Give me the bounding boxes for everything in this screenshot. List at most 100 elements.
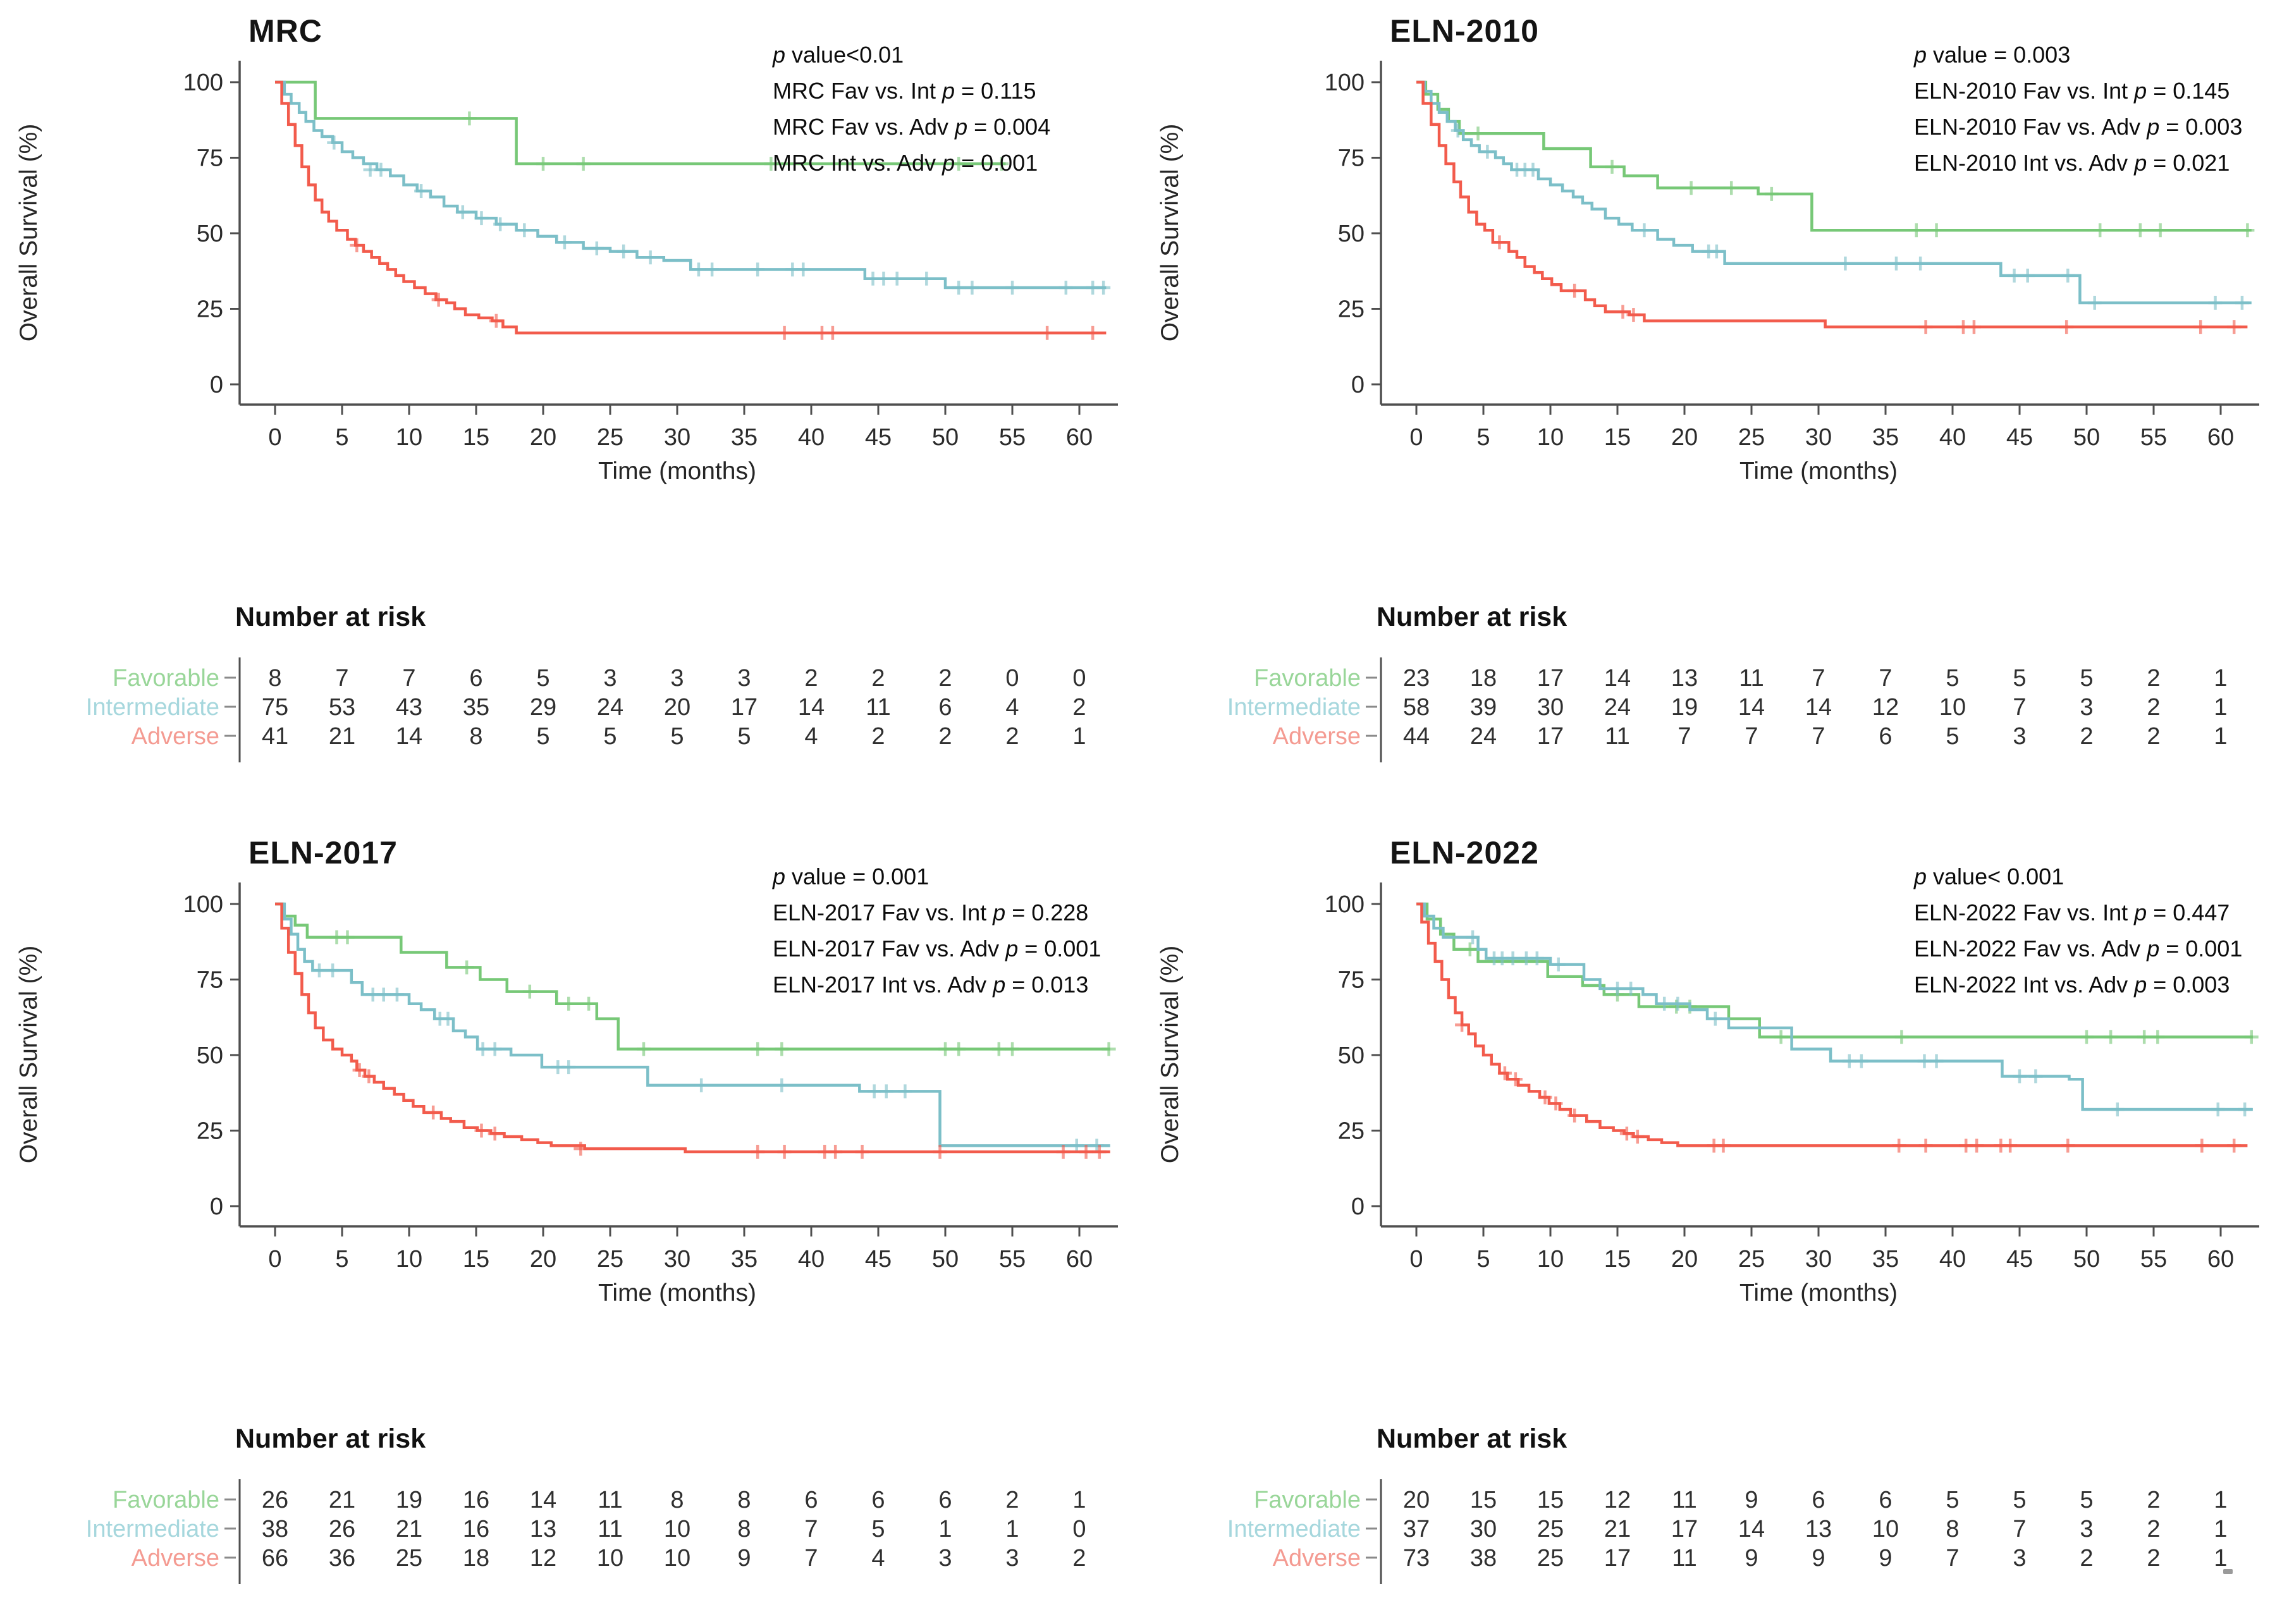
p-value-line: MRC Fav vs. Int p = 0.115 [773,78,1036,104]
x-tick-label: 50 [932,424,959,451]
risk-count: 21 [1604,1516,1631,1542]
risk-row-label: Adverse [132,723,219,750]
risk-count: 38 [1470,1545,1497,1572]
risk-count: 2 [2147,1545,2160,1572]
km-curve-adverse [1416,80,2248,329]
pvalue-annotations: p value = 0.003 ELN-2010 Fav vs. Int p = … [1914,37,2278,181]
risk-count: 18 [463,1545,489,1572]
risk-count: 15 [1537,1487,1564,1513]
y-tick-label: 75 [197,145,223,172]
y-tick-label: 0 [1351,1194,1365,1220]
x-tick-label: 40 [1939,424,1966,451]
y-tick-label: 75 [197,967,223,994]
x-tick-label: 40 [798,424,825,451]
risk-count: 5 [1946,1487,1959,1513]
risk-row-label: Intermediate [1227,1516,1361,1542]
risk-count: 1 [2214,1516,2227,1542]
risk-count: 14 [798,694,825,721]
risk-count: 38 [262,1516,288,1542]
risk-count: 5 [603,723,617,750]
risk-count: 11 [598,1516,622,1542]
speck-artifact [2223,1569,2233,1574]
x-tick-label: 15 [463,1246,489,1273]
risk-count: 9 [1745,1545,1758,1572]
risk-count: 3 [2080,694,2093,721]
y-tick-label: 50 [1338,221,1365,247]
y-tick-label: 75 [1338,967,1365,994]
risk-count: 24 [1604,694,1631,721]
p-value-line: MRC Fav vs. Adv p = 0.004 [773,114,1051,140]
p-value-line: p value = 0.001 [773,864,929,889]
risk-count: 25 [1537,1516,1564,1542]
km-curve-intermediate [275,902,1110,1147]
risk-count: 1 [1072,723,1086,750]
risk-count: 1 [2214,665,2227,692]
y-tick-label: 25 [197,296,223,323]
risk-count: 0 [1072,665,1086,692]
p-value-line: p value = 0.003 [1914,42,2071,68]
risk-count: 7 [2013,694,2026,721]
risk-row-label: Adverse [1273,1545,1361,1572]
y-axis-label: Overall Survival (%) [15,945,42,1164]
risk-row-label: Favorable [1254,665,1361,692]
x-tick-label: 35 [731,1246,758,1273]
y-tick-label: 0 [210,1194,223,1220]
risk-count: 5 [2080,665,2093,692]
panel-eln2010: 0 25 50 75 100 0 5 10 15 20 25 30 35 40 45 50 55 60 Time (… [1141,0,2282,812]
risk-count: 73 [1403,1545,1430,1572]
km-curve-intermediate [1416,902,2253,1111]
risk-count: 1 [2214,723,2227,750]
x-tick-label: 10 [396,424,422,451]
risk-count: 13 [1671,665,1698,692]
risk-count: 8 [268,665,281,692]
risk-count: 0 [1005,665,1019,692]
x-tick-label: 20 [1671,1246,1698,1273]
x-tick-label: 20 [530,424,556,451]
p-value-line: p value< 0.001 [1914,864,2064,889]
risk-row-label: Adverse [1273,723,1361,750]
risk-count: 13 [530,1516,556,1542]
x-tick-label: 25 [1738,424,1765,451]
risk-count: 5 [1946,723,1959,750]
risk-count: 29 [530,694,556,721]
x-tick-label: 60 [1066,1246,1093,1273]
risk-count: 6 [804,1487,818,1513]
x-tick-label: 30 [664,1246,690,1273]
x-tick-label: 30 [1805,424,1832,451]
risk-count: 1 [2214,1545,2227,1572]
risk-count: 14 [1738,694,1765,721]
x-tick-label: 10 [1537,424,1564,451]
x-axis-label: Time (months) [598,1279,756,1307]
p-value-line: ELN-2017 Fav vs. Adv p = 0.001 [773,936,1101,962]
risk-count: 3 [670,665,684,692]
risk-count: 8 [670,1487,684,1513]
number-at-risk-title: Number at risk [1377,602,1567,632]
risk-count: 2 [804,665,818,692]
x-tick-label: 30 [664,424,690,451]
risk-count: 10 [1939,694,1966,721]
risk-count: 44 [1403,723,1430,750]
risk-row-label: Favorable [113,665,219,692]
y-axis-label: Overall Survival (%) [1156,123,1184,342]
risk-count: 3 [2080,1516,2093,1542]
risk-count: 12 [1604,1487,1631,1513]
p-value-line: ELN-2017 Fav vs. Int p = 0.228 [773,900,1089,925]
risk-count: 5 [536,723,549,750]
x-tick-label: 50 [2073,1246,2100,1273]
p-value-line: ELN-2022 Fav vs. Adv p = 0.001 [1914,936,2243,962]
risk-count: 7 [1812,665,1825,692]
risk-count: 7 [1678,723,1691,750]
risk-count: 25 [396,1545,422,1572]
x-tick-label: 35 [1872,424,1899,451]
x-tick-label: 60 [1066,424,1093,451]
risk-count: 5 [2080,1487,2093,1513]
risk-count: 15 [1470,1487,1497,1513]
risk-count: 17 [1671,1516,1698,1542]
risk-count: 14 [396,723,422,750]
risk-count: 21 [329,1487,355,1513]
risk-row-label: Intermediate [86,1516,219,1542]
km-curve-intermediate [275,80,1107,290]
